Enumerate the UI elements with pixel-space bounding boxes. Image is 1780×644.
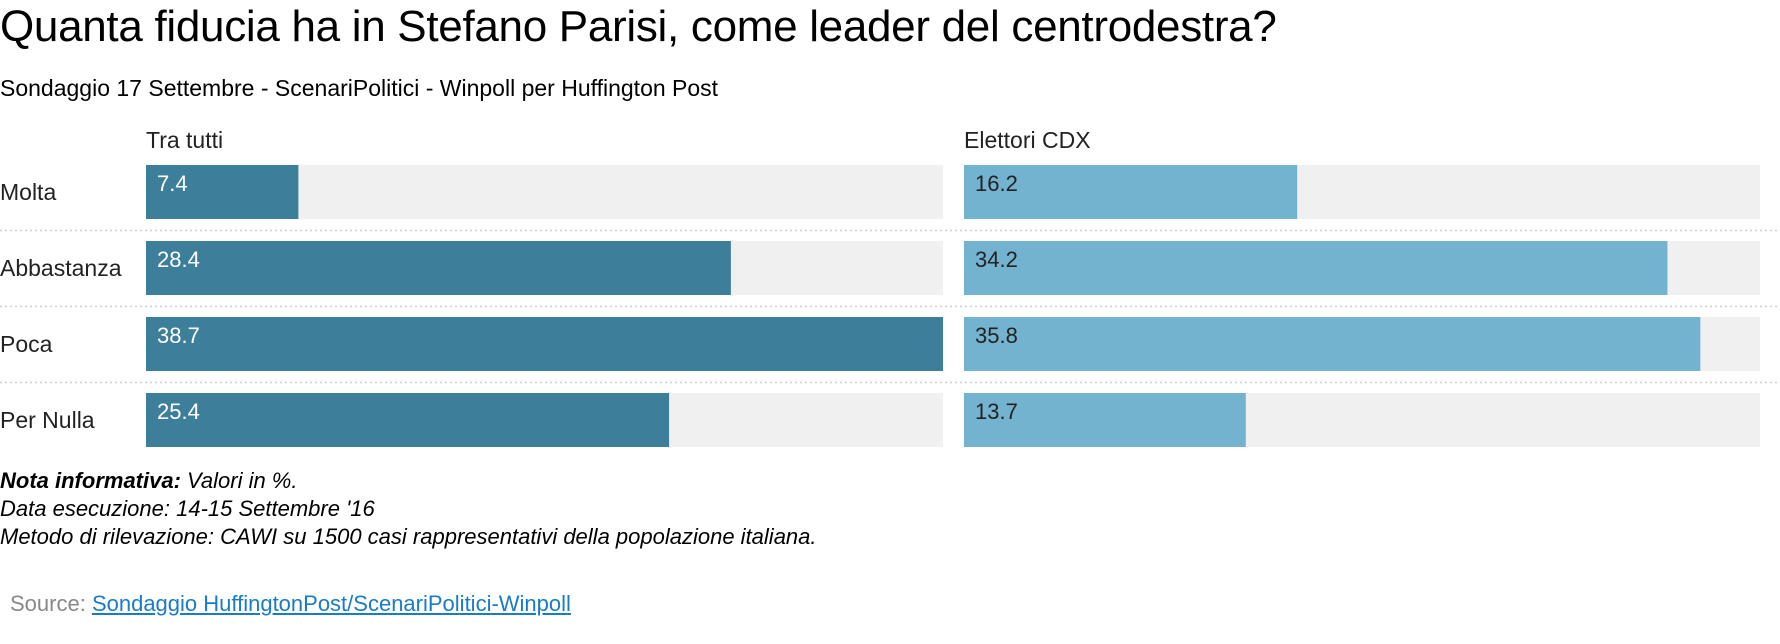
source-line: Source: Sondaggio HuffingtonPost/Scenari… [10,591,571,617]
bar-value-label: 35.8 [975,323,1018,348]
category-label: Poca [0,331,53,357]
bar-value-label: 34.2 [975,247,1018,272]
notes-block: Nota informativa: Valori in %. Data esec… [0,467,817,551]
bar [964,393,1246,447]
category-label: Per Nulla [0,407,95,433]
bar-value-label: 25.4 [157,399,200,424]
bar-value-label: 13.7 [975,399,1018,424]
bar [146,317,943,371]
bar [146,165,299,219]
chart-subtitle: Sondaggio 17 Settembre - ScenariPolitici… [0,75,719,101]
source-link[interactable]: Sondaggio HuffingtonPost/ScenariPolitici… [91,591,571,616]
note-values: Nota informativa: Valori in %. [0,467,817,495]
note-method: Metodo di rilevazione: CAWI su 1500 casi… [0,524,817,549]
category-label: Abbastanza [0,255,122,281]
panel-header-elettori-cdx: Elettori CDX [964,127,1091,153]
bar [964,317,1701,371]
bar [146,241,731,295]
bar [964,165,1298,219]
bar [146,393,670,447]
category-label: Molta [0,179,56,205]
bar-value-label: 7.4 [157,171,188,196]
chart-title: Quanta fiducia ha in Stefano Parisi, com… [0,2,1277,51]
note-label: Nota informativa: [0,468,181,493]
bar-value-label: 16.2 [975,171,1018,196]
note-value: Valori in %. [180,468,298,493]
bar [964,241,1668,295]
panel-header-tra-tutti: Tra tutti [146,127,224,153]
source-label: Source: [10,591,92,616]
bar-value-label: 28.4 [157,247,200,272]
bar-value-label: 38.7 [157,323,200,348]
bar-chart: Molta Abbastanza Poca Per Nulla 7.4 28.4 38.7 2… [0,165,1780,447]
note-date: Data esecuzione: 14-15 Settembre '16 [0,496,375,521]
